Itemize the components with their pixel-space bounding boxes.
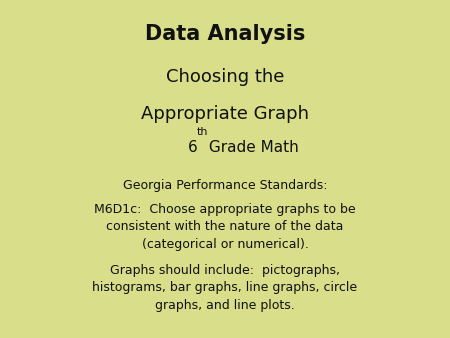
- Text: 6: 6: [188, 140, 198, 155]
- Text: Appropriate Graph: Appropriate Graph: [141, 105, 309, 123]
- Text: Data Analysis: Data Analysis: [145, 24, 305, 44]
- Text: Grade Math: Grade Math: [204, 140, 299, 155]
- Text: Georgia Performance Standards:: Georgia Performance Standards:: [123, 179, 327, 192]
- Text: Choosing the: Choosing the: [166, 68, 284, 86]
- Text: M6D1c:  Choose appropriate graphs to be
consistent with the nature of the data
(: M6D1c: Choose appropriate graphs to be c…: [94, 203, 356, 251]
- Text: th: th: [197, 127, 208, 138]
- Text: Graphs should include:  pictographs,
histograms, bar graphs, line graphs, circle: Graphs should include: pictographs, hist…: [92, 264, 358, 312]
